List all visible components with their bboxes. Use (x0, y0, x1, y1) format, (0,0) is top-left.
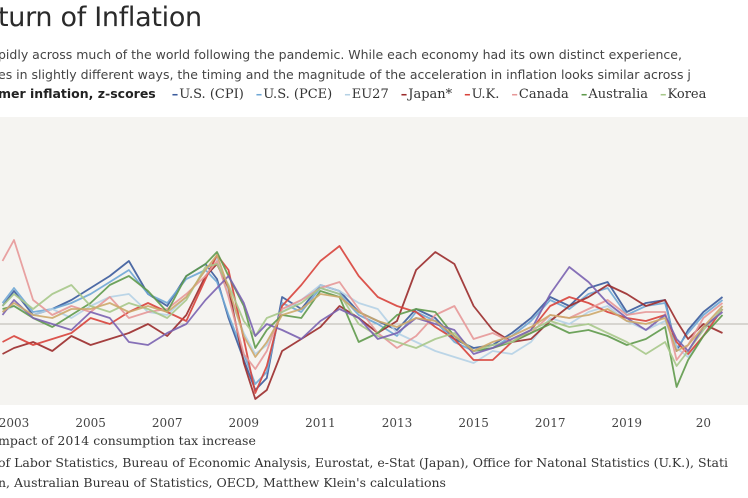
legend-items: –U.S. (CPI) –U.S. (PCE) –EU27 –Japan* –U.K. –… (172, 86, 719, 102)
x-tick-label: 2019 (612, 416, 643, 430)
legend-item: –U.S. (PCE) (256, 87, 332, 102)
series-line-unlabeled-9 (1, 254, 724, 358)
legend-item: –Japan* (401, 87, 452, 102)
legend-label: Korea (667, 87, 707, 102)
x-tick-label: 2007 (152, 416, 183, 430)
x-tick-label: 2013 (382, 416, 413, 430)
legend-swatch-icon: – (400, 87, 408, 102)
source-line-2: n, Australian Bureau of Statistics, OECD… (0, 475, 446, 490)
footnote: mpact of 2014 consumption tax increase (0, 433, 256, 448)
legend-label: U.S. (PCE) (263, 87, 333, 102)
legend: mer inflation, z-scores –U.S. (CPI) –U.S.… (0, 86, 718, 102)
legend-item: –EU27 (344, 87, 389, 102)
legend-item: –U.K. (464, 87, 499, 102)
chart-title: turn of Inflation (0, 2, 202, 33)
x-tick-label: 2015 (458, 416, 489, 430)
legend-swatch-icon: – (464, 87, 471, 102)
series-line-korea (1, 263, 724, 367)
legend-label: U.S. (CPI) (179, 87, 244, 102)
legend-label: U.K. (471, 87, 500, 102)
legend-label: EU27 (351, 87, 389, 102)
legend-swatch-icon: – (660, 87, 667, 102)
x-tick-label: 2005 (75, 416, 106, 430)
legend-item: –Canada (511, 87, 568, 102)
legend-swatch-icon: – (171, 87, 179, 102)
legend-label: Japan* (408, 87, 453, 102)
series-line-canada (1, 239, 724, 370)
subtitle-line-1: pidly across much of the world following… (0, 47, 682, 62)
legend-swatch-icon: – (255, 87, 263, 102)
legend-label: Canada (518, 87, 569, 102)
x-tick-label: 2011 (305, 416, 336, 430)
x-tick-label: 20 (696, 416, 711, 430)
series-line-japan (2, 251, 723, 400)
series-line-australia (2, 251, 724, 388)
legend-item: –U.S. (CPI) (172, 87, 244, 102)
legend-item: –Australia (581, 87, 648, 102)
legend-swatch-icon: – (580, 87, 588, 102)
legend-title: mer inflation, z-scores (0, 86, 156, 101)
series-line-unlabeled-8 (1, 266, 724, 355)
legend-swatch-icon: – (344, 87, 351, 102)
legend-label: Australia (588, 87, 648, 102)
source-line-1: of Labor Statistics, Bureau of Economic … (0, 455, 729, 470)
legend-item: –Korea (660, 87, 706, 102)
x-tick-label: 2009 (229, 416, 260, 430)
legend-swatch-icon: – (511, 87, 518, 102)
x-tick-label: 2003 (0, 416, 29, 430)
plot-background (0, 117, 748, 405)
subtitle-line-2: es in slightly different ways, the timin… (0, 67, 691, 82)
x-tick-label: 2017 (535, 416, 566, 430)
